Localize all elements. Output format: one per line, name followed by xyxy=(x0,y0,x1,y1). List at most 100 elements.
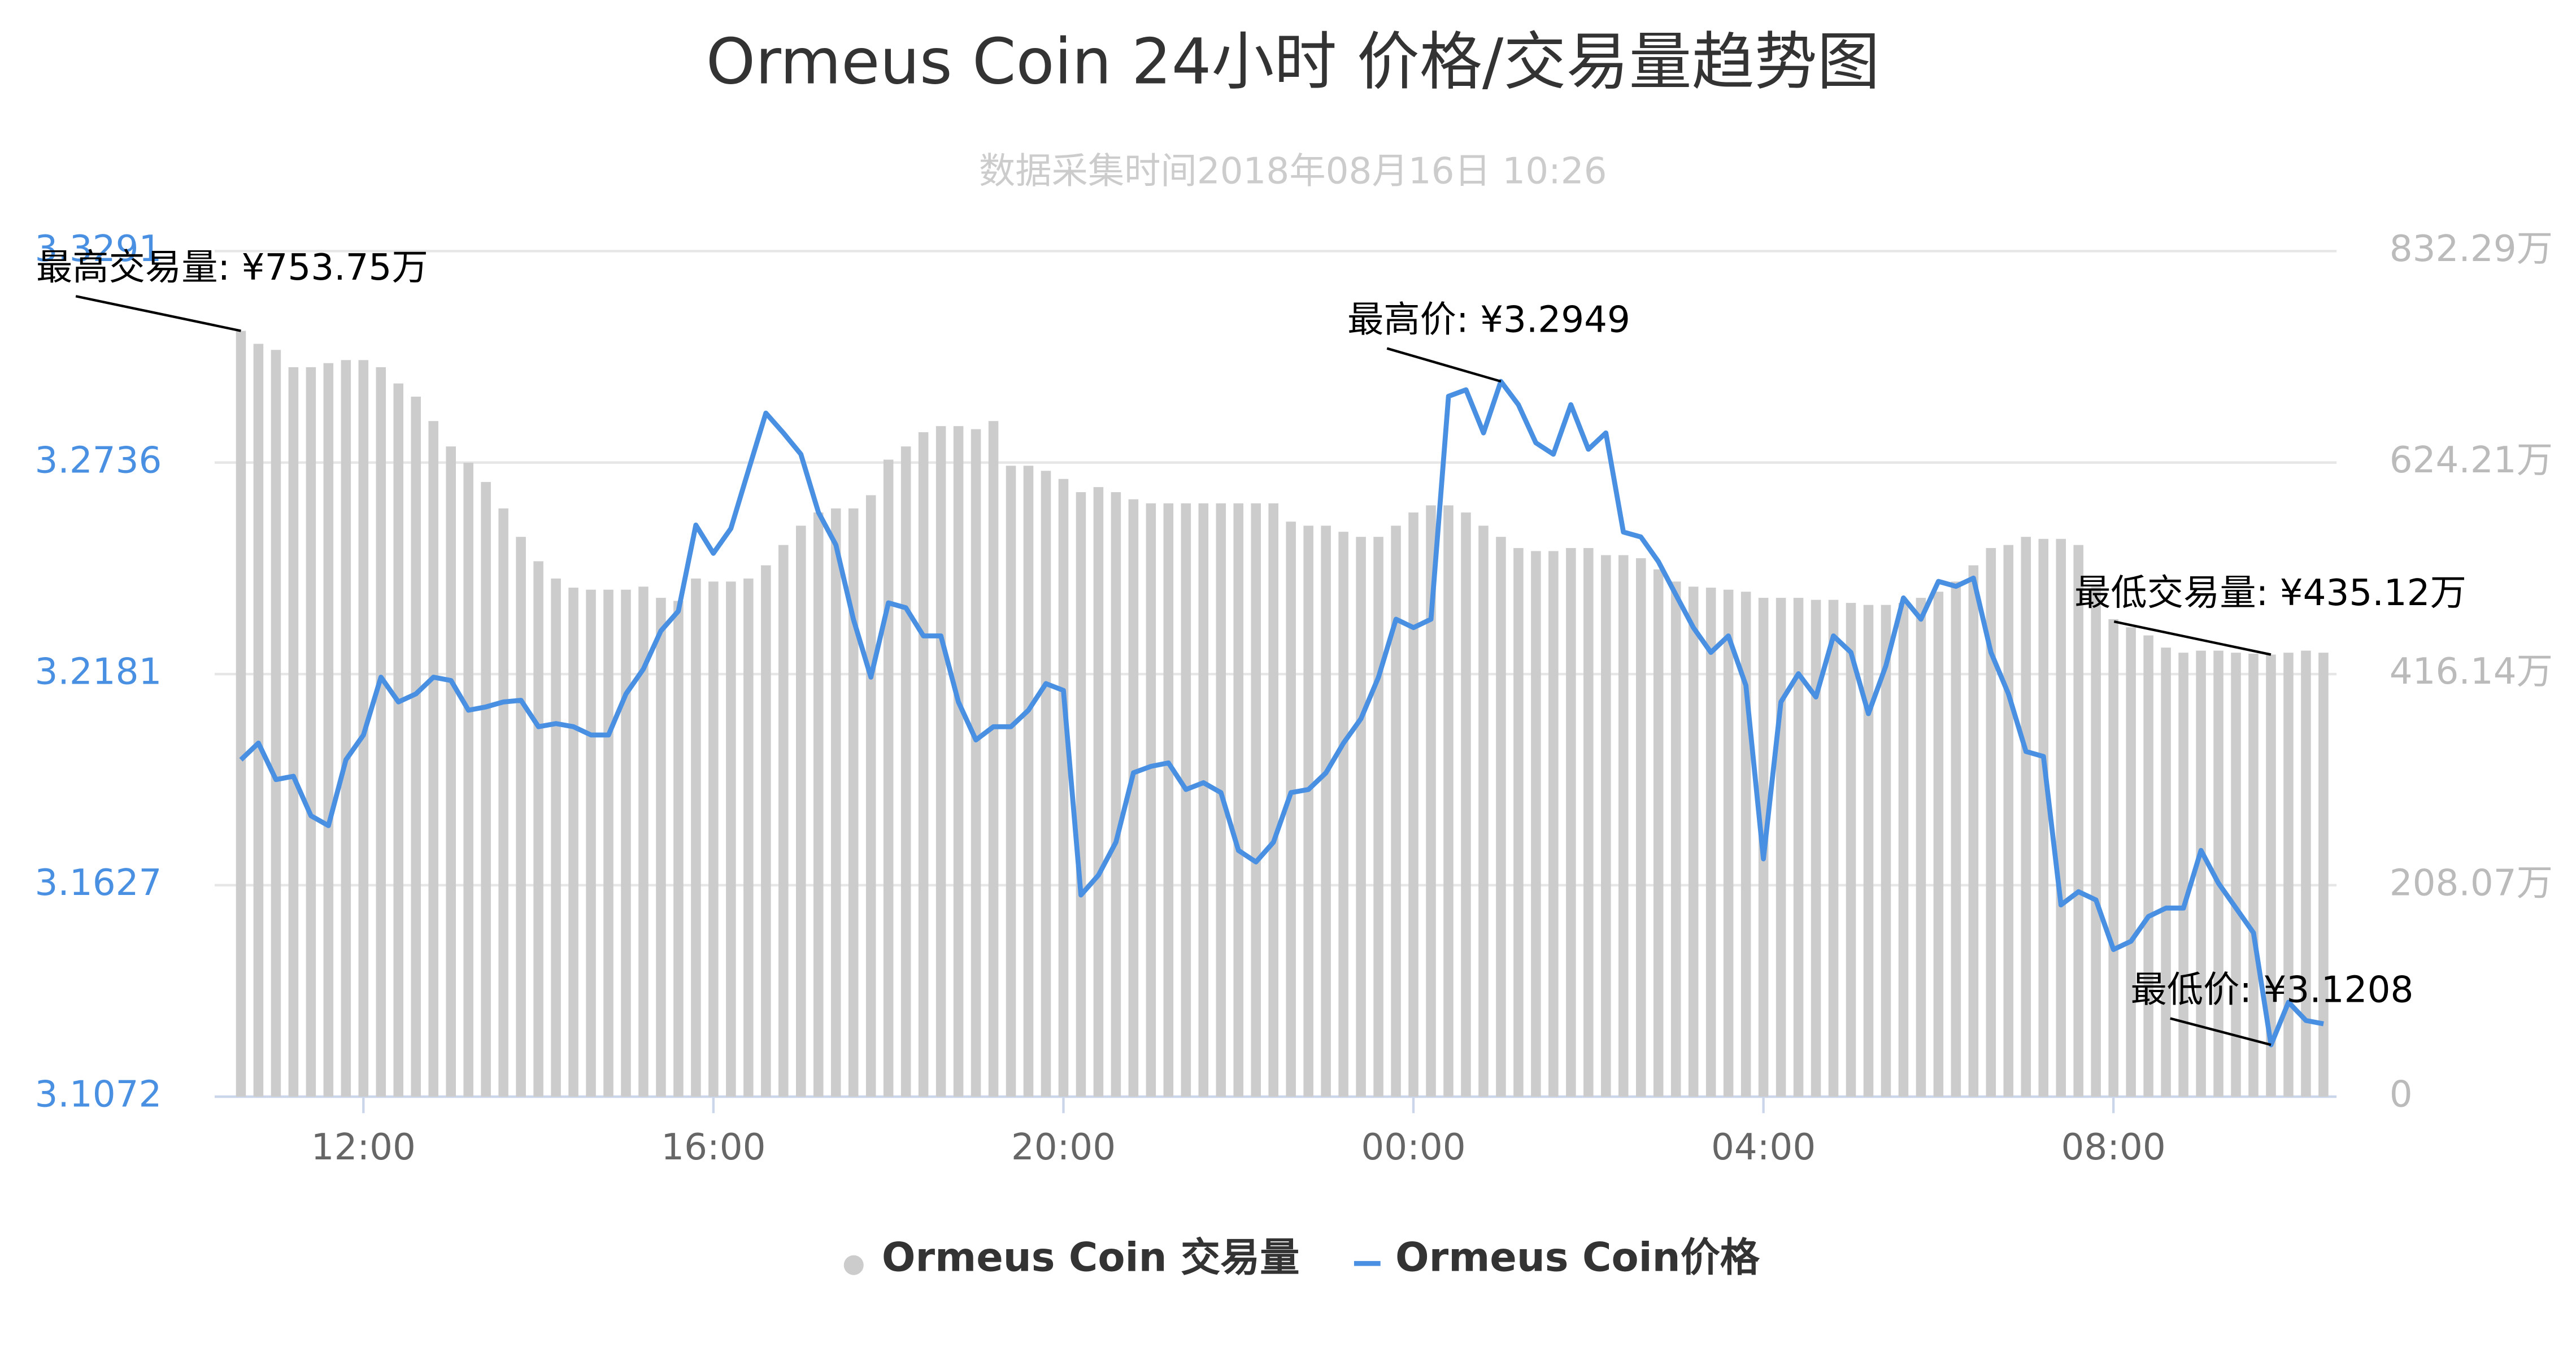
bar xyxy=(761,565,771,1097)
bar xyxy=(1321,525,1331,1097)
bar xyxy=(2196,650,2206,1097)
bar xyxy=(1076,492,1086,1097)
bar xyxy=(568,588,578,1097)
bar xyxy=(603,589,613,1097)
bar xyxy=(988,421,999,1097)
bar xyxy=(533,561,543,1097)
bar xyxy=(1933,592,1944,1097)
bar xyxy=(1828,599,1839,1097)
bar xyxy=(813,512,824,1097)
bar xyxy=(1776,598,1786,1097)
bar xyxy=(2056,538,2066,1097)
bar xyxy=(376,367,386,1097)
bar xyxy=(446,446,456,1097)
bar xyxy=(1338,532,1348,1097)
bar xyxy=(1670,581,1681,1097)
bar xyxy=(1601,555,1611,1097)
bar xyxy=(498,508,508,1097)
bar xyxy=(830,508,841,1097)
bar xyxy=(1513,547,1524,1097)
x-tick-label: 16:00 xyxy=(661,1126,765,1168)
annotation-line xyxy=(75,295,241,332)
annotation: 最高价: ¥3.2949 xyxy=(1347,298,1630,341)
bar xyxy=(1688,586,1699,1097)
bar xyxy=(1146,503,1156,1097)
bar xyxy=(656,598,666,1097)
bar xyxy=(1478,525,1489,1097)
bar xyxy=(1461,512,1471,1097)
legend-symbol xyxy=(843,1255,864,1275)
bar xyxy=(726,581,736,1097)
bar xyxy=(1391,525,1401,1097)
x-tick-label: 00:00 xyxy=(1361,1126,1465,1168)
bar xyxy=(1093,487,1104,1097)
annotation-line xyxy=(2170,1017,2272,1046)
bar xyxy=(463,462,473,1097)
chart-title: Ormeus Coin 24小时 价格/交易量趋势图 xyxy=(706,25,1880,98)
bar xyxy=(1006,466,1016,1097)
bar xyxy=(1740,592,1751,1097)
bar xyxy=(796,525,806,1097)
bar xyxy=(2213,650,2223,1097)
bar xyxy=(288,367,299,1097)
bar xyxy=(743,578,754,1097)
bar xyxy=(1356,537,1366,1097)
bar xyxy=(1881,605,1891,1097)
bar xyxy=(1111,492,1121,1097)
bar xyxy=(865,495,876,1097)
bar xyxy=(1303,525,1313,1097)
y-tick-label: 3.2736 xyxy=(34,439,162,481)
bar xyxy=(551,578,561,1097)
bar xyxy=(236,331,246,1097)
bar xyxy=(1635,558,1646,1097)
bar xyxy=(1058,479,1069,1097)
bar xyxy=(1653,569,1664,1097)
bar xyxy=(848,508,859,1097)
bar xyxy=(2091,586,2101,1097)
bar xyxy=(586,589,596,1097)
bar xyxy=(2143,635,2153,1097)
x-tick-label: 08:00 xyxy=(2061,1126,2166,1168)
bar xyxy=(2108,619,2118,1097)
x-tick-label: 04:00 xyxy=(1711,1126,1816,1168)
bar xyxy=(2003,545,2014,1097)
bar xyxy=(1496,537,1506,1097)
x-tick-label: 12:00 xyxy=(311,1126,416,1168)
y2-tick-label: 416.14万 xyxy=(2390,650,2553,693)
bar xyxy=(935,426,946,1097)
bar xyxy=(691,578,701,1097)
legend-label: Ormeus Coin价格 xyxy=(1395,1234,1760,1280)
bar xyxy=(323,363,334,1097)
bar xyxy=(673,601,684,1097)
legend: Ormeus Coin 交易量 Ormeus Coin价格 xyxy=(843,1234,1760,1280)
bar xyxy=(271,350,281,1097)
y2-tick-label: 624.21万 xyxy=(2390,439,2553,481)
y2-tick-label: 832.29万 xyxy=(2390,228,2553,270)
bar xyxy=(2283,653,2294,1097)
bar xyxy=(2021,537,2031,1097)
bar xyxy=(1916,598,1926,1097)
bar xyxy=(1793,598,1804,1097)
annotation-line xyxy=(2113,620,2272,656)
bar xyxy=(1863,605,1874,1097)
bar xyxy=(1531,551,1541,1097)
bar xyxy=(883,459,894,1097)
bar xyxy=(341,360,351,1097)
bar xyxy=(1041,471,1051,1097)
bar xyxy=(1163,503,1174,1097)
y-tick-label: 3.1627 xyxy=(34,862,162,904)
bar xyxy=(1548,551,1559,1097)
bar xyxy=(953,426,964,1097)
y2-tick-label: 208.07万 xyxy=(2390,862,2553,904)
bar xyxy=(2231,653,2241,1097)
bar xyxy=(621,589,631,1097)
bar xyxy=(1268,503,1278,1097)
bar xyxy=(1373,537,1383,1097)
bar xyxy=(778,545,789,1097)
bar xyxy=(428,421,439,1097)
bar xyxy=(1811,599,1821,1097)
bar xyxy=(393,383,404,1097)
bar xyxy=(1618,555,1629,1097)
bar xyxy=(1426,505,1436,1097)
